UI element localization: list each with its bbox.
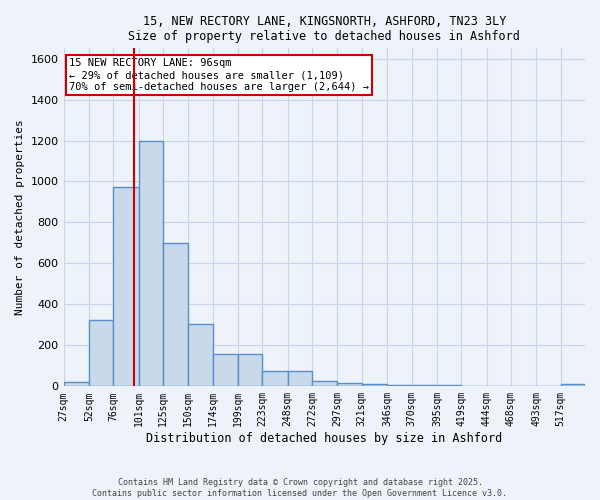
Bar (238, 354, 262, 386)
Bar (113, 186, 139, 386)
Text: 15 NEW RECTORY LANE: 96sqm
← 29% of detached houses are smaller (1,109)
70% of s: 15 NEW RECTORY LANE: 96sqm ← 29% of deta… (69, 58, 369, 92)
Bar (188, 324, 212, 386)
Bar (212, 354, 238, 386)
Bar (262, 371, 288, 386)
Bar (560, 384, 585, 386)
Bar (362, 384, 387, 386)
Title: 15, NEW RECTORY LANE, KINGSNORTH, ASHFORD, TN23 3LY
Size of property relative to: 15, NEW RECTORY LANE, KINGSNORTH, ASHFOR… (128, 15, 520, 43)
Y-axis label: Number of detached properties: Number of detached properties (15, 120, 25, 315)
Bar (139, 140, 163, 386)
Bar (163, 243, 188, 386)
Bar (288, 371, 312, 386)
X-axis label: Distribution of detached houses by size in Ashford: Distribution of detached houses by size … (146, 432, 502, 445)
Bar (312, 381, 337, 386)
Text: Contains HM Land Registry data © Crown copyright and database right 2025.
Contai: Contains HM Land Registry data © Crown c… (92, 478, 508, 498)
Bar (337, 384, 362, 386)
Bar (89, 320, 113, 386)
Bar (64, 382, 89, 386)
